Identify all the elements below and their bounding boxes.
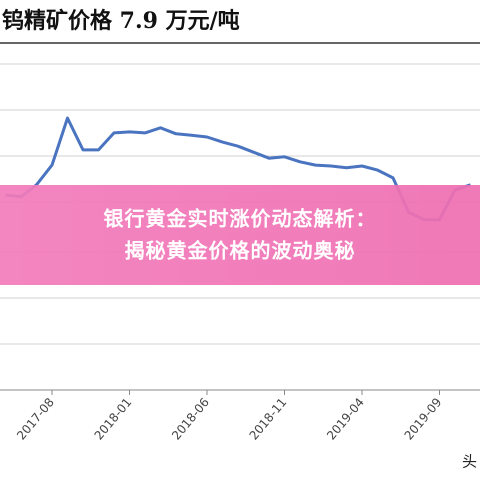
x-tick-label: 2017-08 (14, 395, 57, 442)
x-tick-label: 2018-01 (92, 395, 135, 442)
banner (0, 185, 480, 285)
x-tick-label: 2019-09 (402, 395, 445, 442)
banner-line: 银行黄金实时涨价动态解析： (104, 207, 377, 231)
banner-line: 揭秘黄金价格的波动奥秘 (125, 239, 356, 263)
watermark: 头 (462, 453, 477, 471)
chart-title: 钨精矿价格 7.9 万元/吨 (2, 8, 240, 34)
x-tick-label: 2018-11 (247, 395, 290, 442)
line (5, 116, 471, 222)
x-tick-label: 2019-04 (324, 395, 367, 442)
x-tick-label: 2018-06 (169, 395, 212, 442)
